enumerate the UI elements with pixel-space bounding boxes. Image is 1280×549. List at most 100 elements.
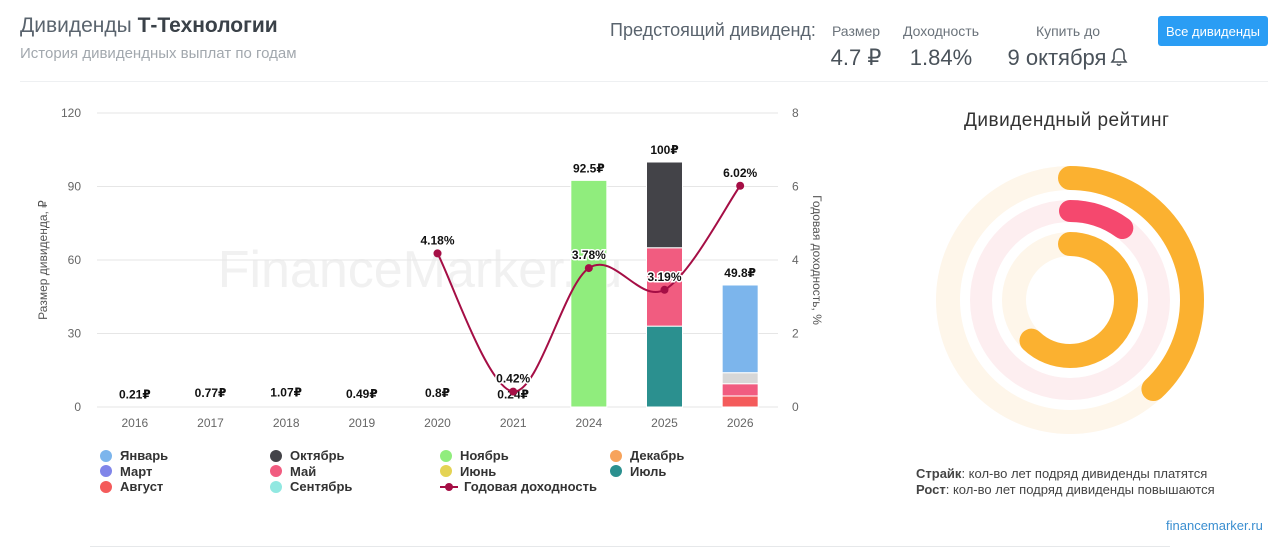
yield-label: 0.42% bbox=[496, 372, 530, 386]
y-tick-label: 60 bbox=[68, 253, 82, 267]
legend-label: Январь bbox=[120, 448, 169, 463]
rating-ring-middle[interactable] bbox=[970, 200, 1170, 400]
y-tick-label: 0 bbox=[74, 400, 81, 414]
dividend-yield-label: Доходность bbox=[903, 23, 979, 39]
bar-total-label: 92.5₽ bbox=[573, 161, 605, 175]
strike-text: : кол-во лет подряд дивиденды платятся bbox=[961, 466, 1208, 481]
legend-label: Годовая доходность bbox=[464, 479, 597, 494]
growth-note: Рост: кол-во лет подряд дивиденды повыша… bbox=[916, 482, 1215, 497]
bar-segment-2024[interactable] bbox=[570, 179, 608, 408]
rating-title: Дивидендный рейтинг bbox=[964, 110, 1170, 131]
legend-item[interactable]: Май bbox=[270, 464, 316, 479]
x-tick-label: 2018 bbox=[273, 416, 300, 430]
bar-total-label: 49.8₽ bbox=[724, 266, 756, 280]
bar-segment-2025[interactable] bbox=[646, 161, 683, 249]
dividend-size-value: 4.7 ₽ bbox=[830, 45, 882, 70]
yield-label: 3.19% bbox=[647, 270, 681, 284]
bar-total-label: 1.07₽ bbox=[270, 385, 302, 399]
x-tick-label: 2020 bbox=[424, 416, 451, 430]
growth-label: Рост bbox=[916, 482, 946, 497]
y2-tick-label: 8 bbox=[792, 106, 799, 120]
bar-segment-2026[interactable] bbox=[721, 284, 759, 374]
yield-point[interactable] bbox=[584, 264, 593, 273]
legend-label: Июль bbox=[630, 463, 667, 479]
yield-point[interactable] bbox=[509, 387, 518, 396]
x-tick-label: 2024 bbox=[575, 416, 602, 430]
x-tick-label: 2016 bbox=[121, 416, 148, 430]
header-divider bbox=[20, 81, 1268, 82]
legend-label: Октябрь bbox=[290, 448, 345, 463]
dividend-size-stat: Размер 4.7 ₽ bbox=[826, 23, 886, 71]
legend-item[interactable]: Сентябрь bbox=[270, 479, 352, 494]
x-tick-label: 2025 bbox=[651, 416, 678, 430]
legend-item[interactable]: Январь bbox=[100, 448, 168, 463]
footer-divider bbox=[90, 546, 1170, 547]
bar-segment-2026[interactable] bbox=[721, 395, 759, 408]
dividend-rating-rings bbox=[936, 166, 1204, 434]
y2-axis-title: Годовая доходность, % bbox=[810, 195, 824, 325]
watermark: FinanceMarker.ru bbox=[218, 241, 623, 299]
growth-text: : кол-во лет подряд дивиденды повышаются bbox=[945, 482, 1215, 497]
y2-tick-label: 4 bbox=[792, 253, 799, 267]
yield-point[interactable] bbox=[660, 285, 669, 294]
y2-tick-label: 0 bbox=[792, 400, 799, 414]
rating-ring-outer[interactable] bbox=[936, 166, 1204, 434]
legend-dot bbox=[610, 449, 622, 462]
legend-item[interactable]: Октябрь bbox=[270, 448, 345, 463]
chart-legend: Январь Октябрь Ноябрь Декабрь Март Май Июнь Июл… bbox=[100, 448, 720, 498]
legend-dot bbox=[270, 449, 282, 462]
legend-item[interactable]: Март bbox=[100, 464, 152, 479]
company-name: Т-Технологии bbox=[137, 14, 278, 37]
y-tick-label: 90 bbox=[68, 180, 82, 194]
legend-dot bbox=[440, 465, 452, 477]
buy-before-value: 9 октября bbox=[998, 45, 1138, 73]
strike-note: Страйк: кол-во лет подряд дивиденды плат… bbox=[916, 466, 1207, 481]
legend-line-marker bbox=[440, 482, 458, 491]
legend-dot bbox=[610, 465, 622, 477]
dividend-yield-stat: Доходность 1.84% bbox=[898, 23, 984, 71]
yield-point[interactable] bbox=[433, 249, 442, 258]
legend-dot bbox=[100, 480, 112, 493]
bar-total-label: 100₽ bbox=[650, 143, 678, 157]
legend-label: Декабрь bbox=[630, 448, 685, 463]
y-tick-label: 30 bbox=[68, 327, 82, 341]
legend-label: Август bbox=[120, 479, 164, 494]
x-tick-label: 2017 bbox=[197, 416, 224, 430]
y2-tick-label: 6 bbox=[792, 180, 799, 194]
legend-label: Март bbox=[120, 463, 153, 479]
bar-segment-2025[interactable] bbox=[646, 325, 683, 408]
legend-dot bbox=[440, 449, 452, 462]
legend-label: Май bbox=[290, 463, 317, 479]
bar-segment-2026[interactable] bbox=[721, 372, 759, 385]
legend-dot bbox=[270, 465, 282, 477]
x-tick-label: 2019 bbox=[348, 416, 375, 430]
legend-item[interactable]: Июнь bbox=[440, 464, 496, 479]
yield-point[interactable] bbox=[736, 181, 745, 190]
yield-label: 3.78% bbox=[572, 248, 606, 262]
dividend-chart: FinanceMarker.ru 0 30 60 90 120 0 2 4 6 8 Размер ди… bbox=[36, 106, 824, 430]
bar-segment-2026[interactable] bbox=[721, 383, 759, 397]
x-tick-label: 2026 bbox=[727, 416, 754, 430]
bell-icon[interactable] bbox=[1110, 47, 1128, 73]
legend-item[interactable]: Июль bbox=[610, 464, 666, 479]
rating-ring-inner[interactable] bbox=[1002, 232, 1138, 368]
yield-label: 6.02% bbox=[723, 166, 757, 180]
source-credit-link[interactable]: financemarker.ru bbox=[1166, 518, 1263, 533]
legend-item[interactable]: Декабрь bbox=[610, 448, 684, 463]
x-tick-label: 2021 bbox=[500, 416, 527, 430]
legend-item[interactable]: Годовая доходность bbox=[440, 479, 597, 494]
legend-item[interactable]: Ноябрь bbox=[440, 448, 509, 463]
page-title: Дивиденды Т-Технологии bbox=[20, 14, 278, 38]
legend-item[interactable]: Август bbox=[100, 479, 163, 494]
dividend-size-label: Размер bbox=[831, 23, 881, 39]
page-subtitle: История дивидендных выплат по годам bbox=[20, 45, 297, 62]
title-prefix: Дивиденды bbox=[20, 14, 132, 37]
bar-total-label: 0.8₽ bbox=[425, 386, 450, 400]
bar-total-label: 0.77₽ bbox=[195, 386, 227, 400]
legend-dot bbox=[100, 465, 112, 477]
all-dividends-button[interactable]: Все дивиденды bbox=[1158, 16, 1268, 46]
buy-before-date: 9 октября bbox=[1007, 45, 1107, 70]
dividend-yield-value: 1.84% bbox=[909, 45, 973, 70]
strike-label: Страйк bbox=[916, 466, 962, 481]
bar-total-label: 0.49₽ bbox=[346, 387, 378, 401]
